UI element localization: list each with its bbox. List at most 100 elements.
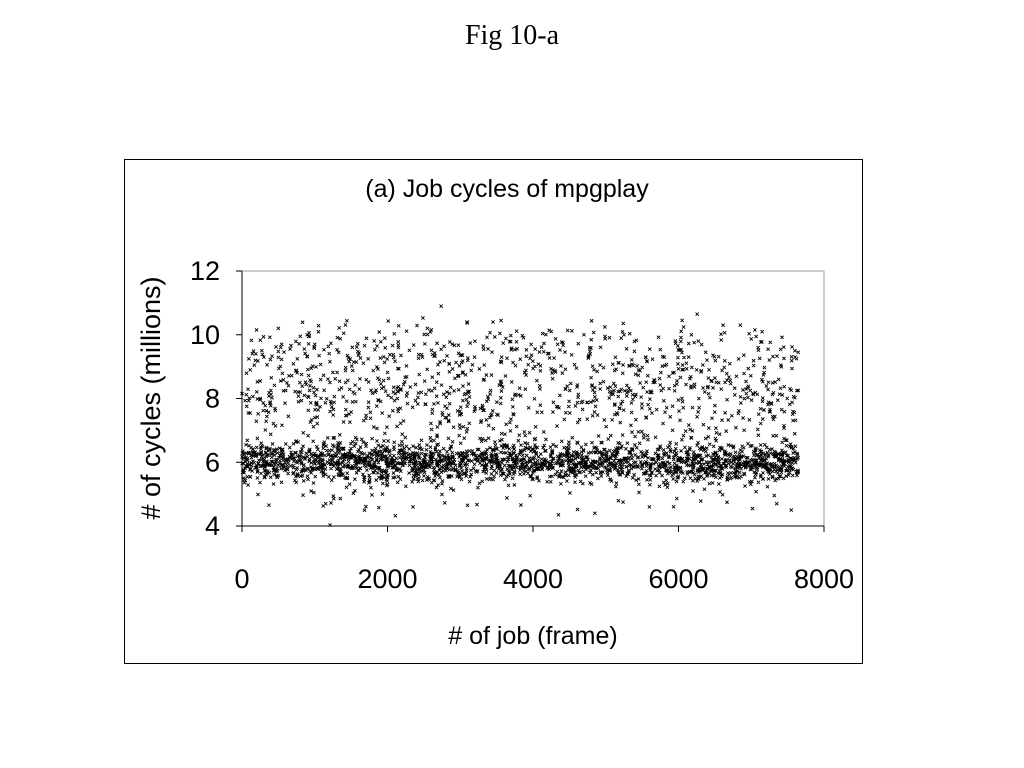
data-point [598,381,603,386]
data-point [368,416,373,421]
data-point [344,399,349,404]
data-point [476,447,481,452]
data-point [309,470,314,475]
data-point [459,472,464,477]
data-point [706,434,711,439]
data-point [688,427,693,432]
data-point [572,453,577,458]
data-point [368,410,373,415]
data-point [540,460,545,465]
data-point [465,320,469,324]
data-point [793,355,798,360]
data-point [754,489,759,494]
data-point [725,397,729,402]
data-point [528,493,533,498]
data-point [558,348,562,352]
data-point [630,362,634,367]
data-point [403,435,408,440]
data-point [770,475,775,480]
data-point [378,399,383,404]
data-point [645,390,650,394]
data-point [421,473,426,478]
data-point [298,450,303,454]
data-point [323,501,328,506]
data-point [366,400,371,405]
data-point [318,404,323,409]
data-point [367,451,372,456]
data-point [773,478,778,483]
data-point [548,453,553,457]
data-point [247,396,252,401]
data-point [391,471,396,475]
data-point [612,403,617,408]
data-point [786,460,791,465]
data-point [420,316,425,320]
data-point [487,477,492,482]
data-point [711,444,716,449]
data-point [259,471,263,476]
data-point [254,328,259,332]
data-point [252,363,257,368]
data-point [465,404,470,409]
data-point [780,393,785,397]
data-point [272,453,277,458]
data-point [352,477,357,482]
data-point [382,336,387,341]
data-point [684,361,689,366]
data-point [493,457,498,462]
data-point [468,341,473,345]
data-point [685,449,690,454]
data-point [465,389,470,394]
data-point [696,410,701,414]
data-point [664,451,669,456]
data-point [400,459,405,464]
data-point [274,447,279,452]
chart-frame [124,159,863,664]
data-point [550,465,555,470]
data-point [681,460,686,464]
data-point [566,443,571,448]
data-point [271,482,276,486]
data-point [349,364,354,369]
data-point [498,395,503,400]
data-point [768,467,773,472]
data-point [281,388,286,393]
data-point [386,472,391,477]
data-point [395,396,400,401]
data-point [422,470,427,475]
data-point [328,454,333,459]
data-point [516,438,521,443]
data-point [583,474,588,479]
data-point [425,326,430,331]
data-point [495,464,500,469]
data-point [307,388,312,393]
data-point [508,333,513,338]
data-point [390,465,395,470]
data-point [558,481,563,486]
data-point [689,436,694,440]
data-point [646,402,651,407]
data-point [518,450,523,455]
data-point [378,356,383,360]
data-point [787,470,792,475]
data-point [694,367,699,372]
data-point [696,470,701,475]
data-point [450,454,455,459]
data-point [497,383,502,388]
data-point [616,498,621,503]
chart-title: (a) Job cycles of mpgplay [365,175,649,203]
data-point [248,411,253,415]
data-point [313,474,318,479]
data-point [766,387,771,392]
data-point [328,341,333,346]
data-point [706,391,711,396]
data-point [473,469,478,473]
data-point [744,455,749,460]
data-point [680,396,684,401]
data-point [263,451,268,455]
data-point [774,501,779,506]
data-point [270,452,274,457]
data-point [514,453,518,458]
data-point [741,464,746,469]
data-point [578,479,583,484]
